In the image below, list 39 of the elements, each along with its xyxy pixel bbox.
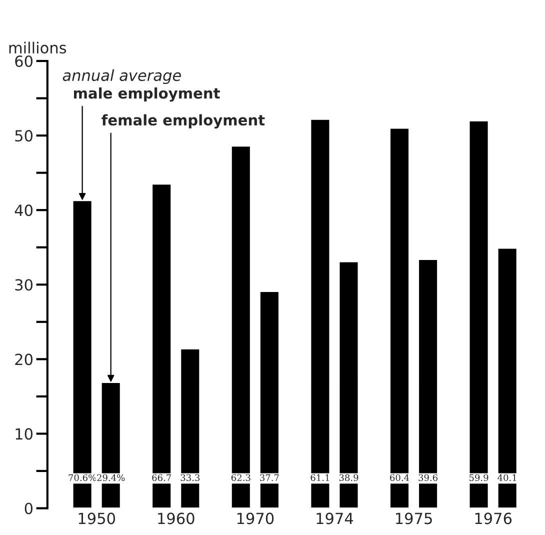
bar	[310, 118, 331, 508]
text: male employment	[74, 87, 220, 102]
annotation: 62.3	[231, 474, 250, 482]
annotation: 59.9	[470, 474, 488, 482]
annotation: 29.4%	[97, 474, 125, 482]
y-tick-label: 50	[15, 130, 33, 142]
annotation: 61.1	[310, 474, 329, 482]
x-tick-label: 1976	[475, 512, 512, 524]
y-tick-label: 20	[15, 354, 33, 366]
bar	[259, 290, 280, 508]
bar	[418, 258, 438, 508]
x-tick-label: 1950	[78, 512, 116, 524]
annotation: 70.6%	[68, 474, 96, 482]
bar	[180, 348, 201, 508]
x-tick-label: 1975	[396, 512, 432, 524]
annotation: 38.9	[339, 474, 358, 482]
bar	[468, 120, 490, 508]
annotation: 37.7	[260, 474, 279, 482]
annotation: 66.7	[152, 474, 171, 482]
x-tick-label: 1974	[316, 512, 354, 524]
x-tick-label: 1960	[158, 512, 194, 524]
y-tick-label: 60	[15, 55, 33, 68]
y-tick-label: 30	[15, 279, 33, 291]
y-tick-label: 10	[16, 428, 33, 440]
text: female employment	[102, 114, 265, 128]
annotation: 40.1	[498, 474, 516, 482]
y-axis-title: millions	[9, 42, 66, 54]
bar	[389, 127, 410, 508]
annotation: 60.4	[390, 474, 410, 482]
bar	[496, 247, 518, 508]
x-tick-label: 1970	[237, 512, 274, 524]
annotation: 33.3	[180, 474, 200, 482]
annotation: 39.6	[418, 474, 438, 482]
text: annual average	[62, 69, 181, 84]
y-tick-label: 40	[14, 204, 33, 216]
bar	[151, 183, 172, 508]
y-tick-label: 0	[24, 502, 33, 514]
bar	[230, 145, 252, 508]
bar	[338, 260, 360, 508]
